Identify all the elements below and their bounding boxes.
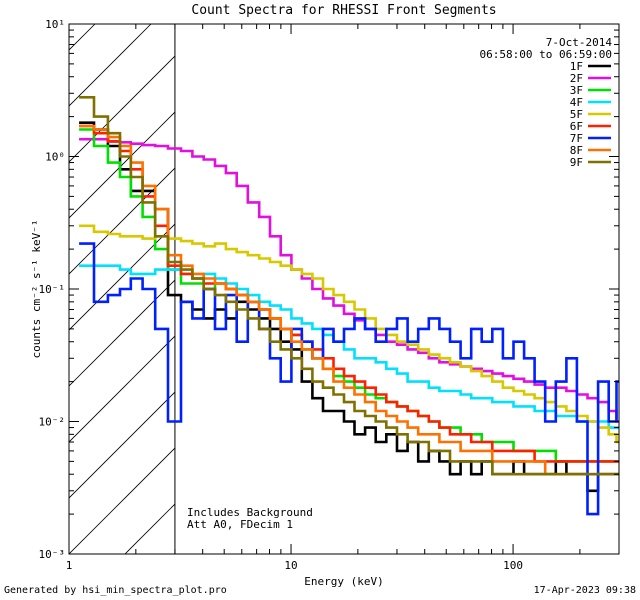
series-line-5f <box>79 224 619 444</box>
x-tick-label: 10 <box>284 559 297 572</box>
generator-credit: Generated by hsi_min_spectra_plot.pro <box>4 585 227 596</box>
hatch-line <box>69 447 175 554</box>
legend-label-2f: 2F <box>570 72 583 85</box>
x-axis-label: Energy (keV) <box>304 575 383 588</box>
generation-timestamp: 17-Apr-2023 09:38 <box>533 585 636 596</box>
y-tick-label: 10⁻³ <box>39 548 66 561</box>
y-tick-label: 10¹ <box>45 18 65 31</box>
series-line-6f <box>79 124 619 463</box>
x-tick-label: 100 <box>503 559 523 572</box>
time-range-label: 06:58:00 to 06:59:00 <box>480 48 612 61</box>
legend-label-6f: 6F <box>570 120 583 133</box>
y-tick-label: 10⁰ <box>45 151 65 164</box>
legend-label-3f: 3F <box>570 84 583 97</box>
series-layer <box>79 24 619 554</box>
series-line-7f <box>79 242 619 516</box>
hatch-line <box>69 55 175 163</box>
y-tick-label: 10⁻² <box>39 416 66 429</box>
hatch-line <box>629 24 640 554</box>
hatch-line <box>69 279 175 387</box>
annotation-attenuator: Att A0, FDecim 1 <box>187 518 293 531</box>
series-line-9f <box>79 96 619 476</box>
y-tick-labels: 10⁻³ 10⁻² 10⁻¹ 10⁰ 10¹ <box>39 18 66 561</box>
y-axis-label: counts cm⁻² s⁻¹ keV⁻¹ <box>30 219 43 358</box>
date-label: 7-Oct-2014 <box>546 36 613 49</box>
hatch-line <box>69 223 175 331</box>
annotation-background: Includes Background <box>187 506 313 519</box>
legend-label-7f: 7F <box>570 132 583 145</box>
x-tick-label: 1 <box>66 559 73 572</box>
chart-title: Count Spectra for RHESSI Front Segments <box>191 3 496 18</box>
legend-label-8f: 8F <box>570 144 583 157</box>
axis-ticks <box>68 24 620 555</box>
legend-label-9f: 9F <box>570 156 583 169</box>
legend-label-4f: 4F <box>570 96 583 109</box>
x-tick-labels: 1 10 100 <box>66 559 523 572</box>
legend-label-5f: 5F <box>570 108 583 121</box>
y-tick-label: 10⁻¹ <box>39 283 66 296</box>
hatch-line <box>69 391 175 499</box>
series-line-1f <box>79 121 619 493</box>
legend-label-1f: 1F <box>570 60 583 73</box>
series-line-2f <box>79 137 619 423</box>
